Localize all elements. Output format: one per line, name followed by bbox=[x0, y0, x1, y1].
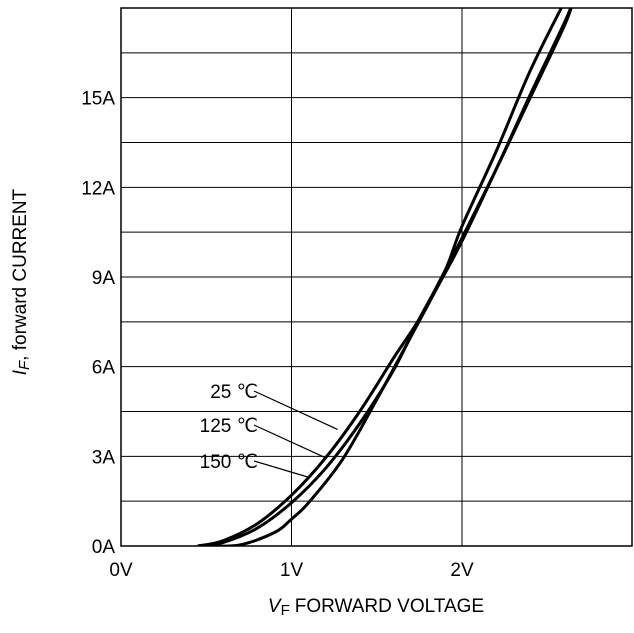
y-tick-label: 0A bbox=[92, 537, 116, 558]
y-axis-subscript: F bbox=[16, 360, 33, 370]
tick-label-layer: 0V 1V 2V 0A 3A 6A 9A 12A 15A bbox=[81, 89, 474, 581]
series-leader-line bbox=[253, 390, 338, 430]
series-line bbox=[206, 8, 573, 546]
x-tick-label: 0V bbox=[109, 560, 133, 581]
series-temperature-label: 150 ℃ bbox=[200, 452, 258, 473]
y-axis-title: IF, forward CURRENT bbox=[10, 188, 33, 375]
x-axis-label: FORWARD VOLTAGE bbox=[295, 596, 484, 617]
grid-layer bbox=[121, 8, 632, 546]
curve-layer bbox=[197, 8, 573, 546]
x-axis-subscript: F bbox=[281, 602, 290, 619]
y-tick-label: 3A bbox=[92, 447, 116, 468]
series-leader-line bbox=[253, 460, 309, 478]
series-temperature-label: 25 ℃ bbox=[210, 382, 258, 403]
y-axis-label: , forward CURRENT bbox=[10, 188, 31, 360]
y-tick-label: 12A bbox=[81, 178, 115, 199]
plot-frame bbox=[120, 7, 633, 547]
x-axis-title: VF FORWARD VOLTAGE bbox=[268, 596, 484, 619]
annotation-layer: 25 ℃ 125 ℃ 150 ℃ bbox=[200, 382, 338, 478]
y-tick-label: 6A bbox=[92, 358, 116, 379]
y-tick-label: 9A bbox=[92, 268, 116, 289]
x-tick-label: 2V bbox=[450, 560, 474, 581]
x-axis-symbol: V bbox=[268, 596, 283, 617]
x-tick-label: 1V bbox=[280, 560, 304, 581]
y-axis-symbol: I bbox=[10, 369, 31, 375]
series-leader-line bbox=[253, 424, 326, 459]
series-temperature-label: 125 ℃ bbox=[200, 416, 258, 437]
y-tick-label: 15A bbox=[81, 89, 115, 110]
